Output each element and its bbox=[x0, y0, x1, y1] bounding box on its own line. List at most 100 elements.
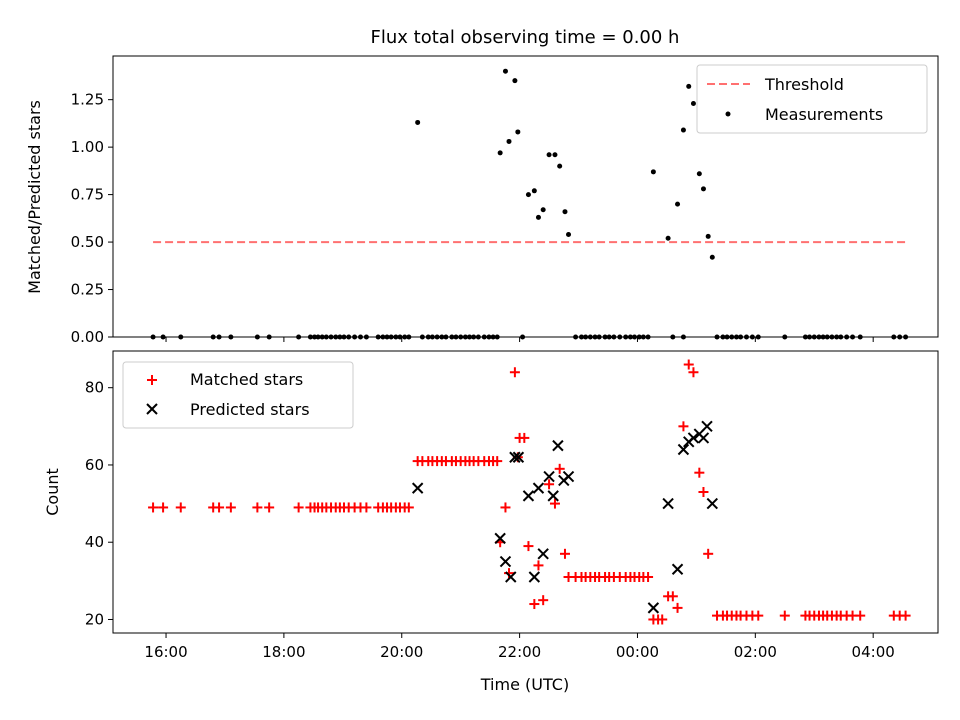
matched-star-marker bbox=[175, 502, 186, 513]
predicted-star-marker bbox=[512, 451, 525, 463]
legend-predicted-marker bbox=[146, 403, 158, 415]
ratio-legend-box bbox=[696, 64, 928, 134]
measurement-point bbox=[497, 150, 503, 156]
matched-star-marker bbox=[667, 591, 678, 602]
matched-star-marker bbox=[225, 502, 236, 513]
matched-star-marker bbox=[779, 610, 790, 621]
matched-star-marker bbox=[683, 359, 694, 370]
predicted-star-marker bbox=[505, 571, 517, 583]
x-tick-label: 16:00 bbox=[144, 643, 187, 661]
matched-star-marker bbox=[214, 502, 225, 513]
legend-predicted-label: Predicted stars bbox=[190, 400, 310, 419]
count-legend: Matched stars Predicted stars bbox=[122, 361, 354, 429]
matched-star-marker bbox=[678, 421, 689, 432]
measurement-point bbox=[680, 127, 686, 133]
matched-star-marker bbox=[657, 614, 668, 625]
legend-measurements-label: Measurements bbox=[765, 105, 883, 124]
x-tick-label: 20:00 bbox=[380, 643, 423, 661]
measurement-point bbox=[686, 83, 692, 89]
x-tick-label: 04:00 bbox=[852, 643, 895, 661]
measurement-point bbox=[502, 68, 508, 74]
legend-matched-marker bbox=[147, 375, 157, 385]
count-y-tick-label: 20 bbox=[85, 610, 104, 628]
measurement-point bbox=[562, 209, 568, 215]
matched-star-marker bbox=[158, 502, 169, 513]
count-y-tick-label: 40 bbox=[85, 533, 104, 551]
count-y-tick-label: 60 bbox=[85, 456, 104, 474]
predicted-star-marker bbox=[411, 482, 424, 494]
matched-star-marker bbox=[252, 502, 263, 513]
measurement-point bbox=[650, 169, 656, 175]
matched-star-marker bbox=[559, 548, 570, 559]
measurement-point bbox=[525, 192, 531, 198]
measurement-point bbox=[531, 188, 537, 194]
predicted-star-marker bbox=[562, 470, 575, 483]
ratio-panel-frame bbox=[112, 55, 939, 338]
measurement-point bbox=[690, 100, 696, 106]
ratio-y-tick-label: 0.50 bbox=[71, 233, 104, 251]
legend-threshold-label: Threshold bbox=[764, 75, 844, 94]
count-y-tick-label: 80 bbox=[85, 379, 104, 397]
predicted-star-marker bbox=[552, 439, 564, 452]
predicted-star-marker bbox=[662, 497, 674, 510]
predicted-star-marker bbox=[532, 482, 545, 494]
ratio-y-tick-label: 0.00 bbox=[71, 328, 104, 346]
predicted-star-marker bbox=[647, 602, 660, 614]
predicted-star-marker bbox=[671, 563, 684, 575]
predicted-star-marker bbox=[528, 571, 541, 583]
x-axis-label: Time (UTC) bbox=[480, 675, 569, 694]
matched-star-marker bbox=[643, 571, 654, 582]
measurement-point bbox=[535, 214, 541, 220]
ratio-y-tick-label: 0.25 bbox=[71, 281, 104, 299]
measurement-point bbox=[709, 254, 715, 260]
matched-star-marker bbox=[549, 498, 560, 509]
legend-measurements-marker bbox=[725, 111, 731, 117]
matched-star-marker bbox=[544, 479, 555, 490]
measurement-point bbox=[546, 152, 552, 158]
matched-star-marker bbox=[148, 502, 159, 513]
x-tick-label: 02:00 bbox=[734, 643, 777, 661]
predicted-star-marker bbox=[522, 490, 535, 502]
matched-star-marker bbox=[509, 367, 520, 378]
measurement-point bbox=[705, 233, 711, 239]
count-panel-frame bbox=[112, 350, 939, 634]
measurement-point bbox=[506, 138, 512, 144]
predicted-star-marker bbox=[509, 451, 521, 463]
predicted-star-marker bbox=[499, 555, 512, 568]
x-tick-label: 00:00 bbox=[616, 643, 659, 661]
measurement-point bbox=[540, 207, 546, 213]
predicted-star-marker bbox=[537, 548, 549, 560]
ratio-legend: Threshold Measurements bbox=[696, 64, 928, 134]
predicted-star-marker bbox=[687, 432, 700, 444]
measurement-point bbox=[515, 129, 521, 135]
matched-star-marker bbox=[523, 541, 534, 552]
x-tick-label: 18:00 bbox=[262, 643, 305, 661]
measurement-point bbox=[566, 231, 572, 237]
ratio-y-tick-label: 0.75 bbox=[71, 186, 104, 204]
matched-star-marker bbox=[672, 602, 683, 613]
measurement-point bbox=[665, 235, 671, 241]
matched-star-marker bbox=[900, 610, 911, 621]
predicted-star-marker bbox=[706, 497, 719, 510]
measurement-point bbox=[552, 152, 558, 158]
matched-star-marker bbox=[403, 502, 414, 513]
matched-star-marker bbox=[361, 502, 372, 513]
matched-star-marker bbox=[519, 432, 530, 443]
matched-star-marker bbox=[753, 610, 764, 621]
matched-star-marker bbox=[293, 502, 304, 513]
predicted-star-marker bbox=[701, 420, 713, 433]
measurement-point bbox=[512, 78, 518, 84]
predicted-star-marker bbox=[547, 490, 559, 502]
chart-title: Flux total observing time = 0.00 h bbox=[371, 27, 680, 48]
matched-star-marker bbox=[264, 502, 275, 513]
legend-matched-label: Matched stars bbox=[190, 370, 303, 389]
ratio-panel: Flux total observing time = 0.00 h 0.00 0… bbox=[25, 27, 939, 346]
predicted-star-marker bbox=[543, 470, 555, 483]
ratio-y-axis-label: Matched/Predicted stars bbox=[25, 100, 44, 294]
measurement-point bbox=[696, 171, 702, 177]
measurement-point bbox=[557, 163, 563, 169]
matched-star-marker bbox=[529, 599, 540, 610]
count-panel: 20 40 60 80 16:00 18:00 20:00 22:00 00:00 02:00 04… bbox=[43, 350, 939, 694]
matched-star-marker bbox=[538, 595, 549, 606]
